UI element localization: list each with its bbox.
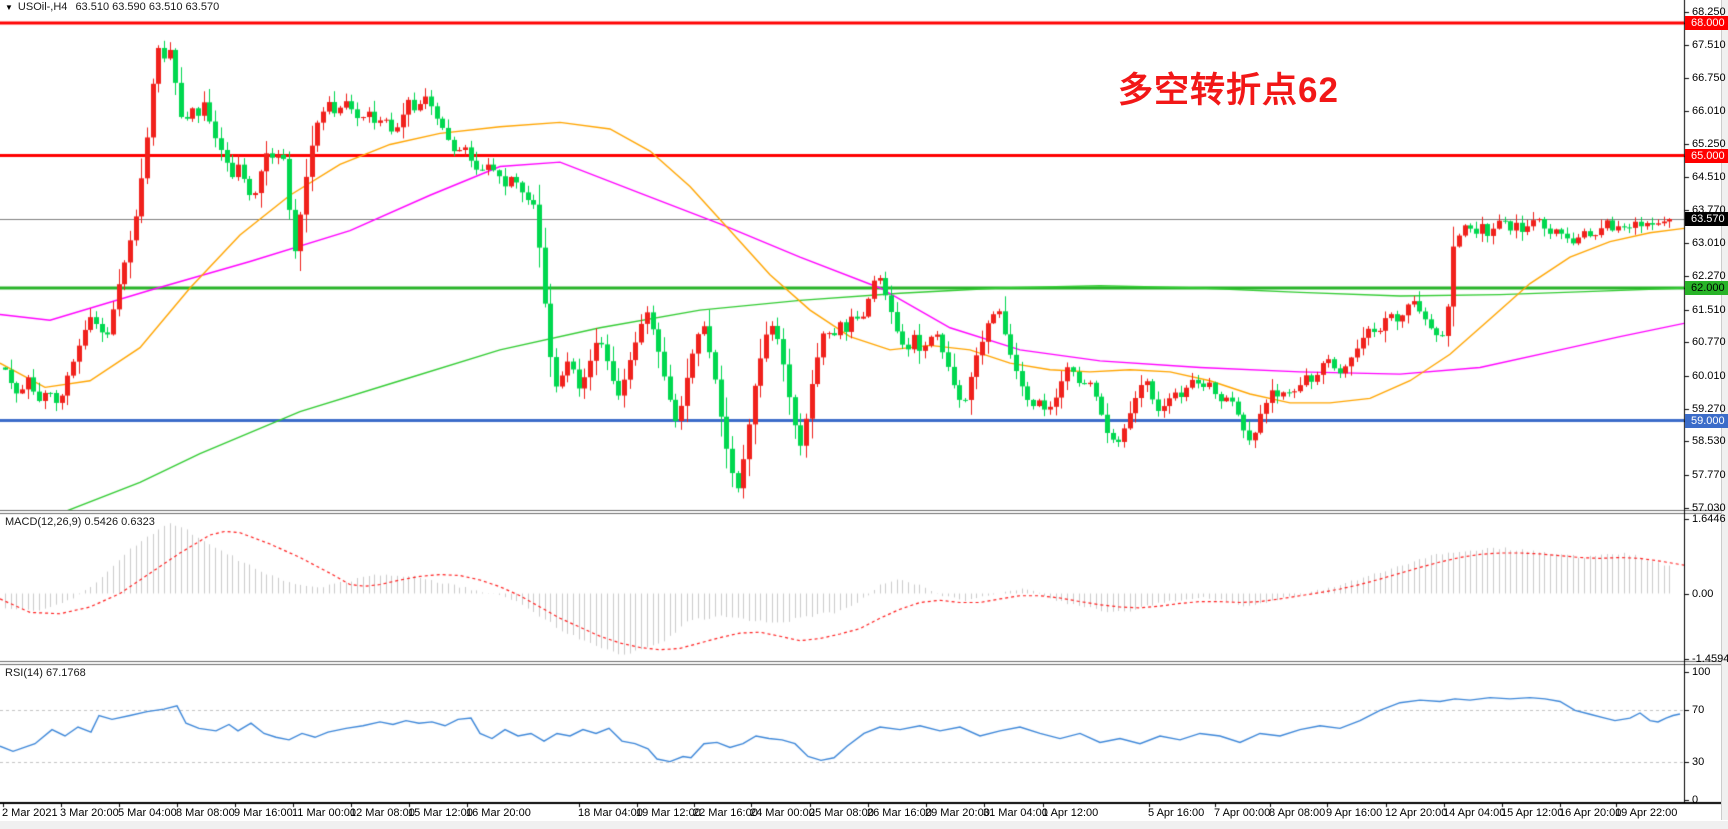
chart-title: ▼ USOil-,H4 63.510 63.590 63.510 63.570 [5, 1, 219, 13]
time-axis-label: 16 Mar 20:00 [466, 807, 531, 819]
price-axis-label: 58.530 [1692, 435, 1726, 448]
macd-axis-label: 0.00 [1692, 587, 1714, 600]
time-axis-label: 2 Mar 2021 [2, 807, 58, 819]
price-line-badge: 62.000 [1685, 281, 1728, 295]
time-axis-label: 8 Apr 08:00 [1269, 807, 1326, 819]
time-axis-label: 25 Mar 08:00 [809, 807, 874, 819]
time-axis-label: 15 Apr 12:00 [1501, 807, 1564, 819]
time-axis-label: 9 Mar 16:00 [234, 807, 293, 819]
time-axis-label: 18 Mar 04:00 [578, 807, 643, 819]
price-axis-label: 61.510 [1692, 303, 1726, 316]
time-axis-label: 24 Mar 00:00 [750, 807, 815, 819]
price-axis-label: 60.770 [1692, 336, 1726, 349]
rsi-label: RSI(14) 67.1768 [5, 667, 86, 679]
time-axis-label: 16 Apr 20:00 [1559, 807, 1622, 819]
rsi-axis-label: 70 [1692, 704, 1705, 717]
time-axis-label: 5 Mar 04:00 [118, 807, 177, 819]
price-axis-label: 60.010 [1692, 369, 1726, 382]
time-axis-label: 1 Apr 12:00 [1042, 807, 1099, 819]
chart-ohlc-values: 63.510 63.590 63.510 63.570 [75, 1, 220, 13]
price-line-badge: 59.000 [1685, 413, 1728, 428]
price-axis-label: 66.010 [1692, 104, 1726, 117]
annotation-text[interactable]: 多空转折点62 [1118, 71, 1339, 110]
price-axis-label: 66.750 [1692, 72, 1726, 85]
symbol-dropdown-icon[interactable]: ▼ [5, 2, 13, 12]
time-axis-label: 9 Apr 16:00 [1326, 807, 1383, 819]
time-axis-label: 3 Mar 20:00 [60, 807, 119, 819]
price-axis-label: 57.770 [1692, 468, 1726, 481]
price-axis-label: 65.250 [1692, 138, 1726, 151]
time-axis-label: 15 Mar 12:00 [408, 807, 473, 819]
time-axis-label: 5 Apr 16:00 [1148, 807, 1205, 819]
price-axis-label: 67.510 [1692, 38, 1726, 51]
current-price-badge: 63.570 [1685, 211, 1728, 226]
time-axis-label: 26 Mar 16:00 [867, 807, 932, 819]
right-scrollbar[interactable] [1721, 0, 1728, 820]
price-line-badge: 68.000 [1685, 16, 1728, 30]
macd-axis-label: -1.4594 [1692, 653, 1728, 666]
time-axis-label: 12 Mar 08:00 [350, 807, 415, 819]
time-axis-label: 19 Apr 22:00 [1615, 807, 1678, 819]
macd-axis-label: 1.6446 [1692, 513, 1726, 526]
price-axis-label: 57.030 [1692, 501, 1726, 514]
time-axis-label: 22 Mar 16:00 [693, 807, 758, 819]
chart-symbol-period: USOil-,H4 [17, 1, 68, 13]
price-axis-label: 63.010 [1692, 237, 1726, 250]
rsi-axis-label: 0 [1692, 794, 1699, 806]
price-axis-label: 62.270 [1692, 270, 1726, 283]
time-axis-label: 12 Apr 20:00 [1385, 807, 1448, 819]
price-line-badge: 65.000 [1685, 148, 1728, 163]
macd-label: MACD(12,26,9) 0.5426 0.6323 [5, 516, 155, 528]
bottom-strip [0, 821, 1728, 829]
price-axis-label: 64.510 [1692, 171, 1726, 184]
time-axis-label: 8 Mar 08:00 [176, 807, 235, 819]
rsi-axis-label: 100 [1692, 666, 1711, 678]
time-axis-label: 14 Apr 04:00 [1443, 807, 1506, 819]
time-axis-label: 19 Mar 12:00 [636, 807, 701, 819]
price-axis-label: 59.270 [1692, 402, 1726, 415]
time-axis-label: 29 Mar 20:00 [925, 807, 990, 819]
time-axis-label: 11 Mar 00:00 [292, 807, 357, 819]
price-axis-label: 68.250 [1692, 5, 1726, 18]
rsi-axis-label: 30 [1692, 755, 1705, 768]
time-axis-label: 31 Mar 04:00 [983, 807, 1048, 819]
time-axis-label: 7 Apr 00:00 [1214, 807, 1271, 819]
